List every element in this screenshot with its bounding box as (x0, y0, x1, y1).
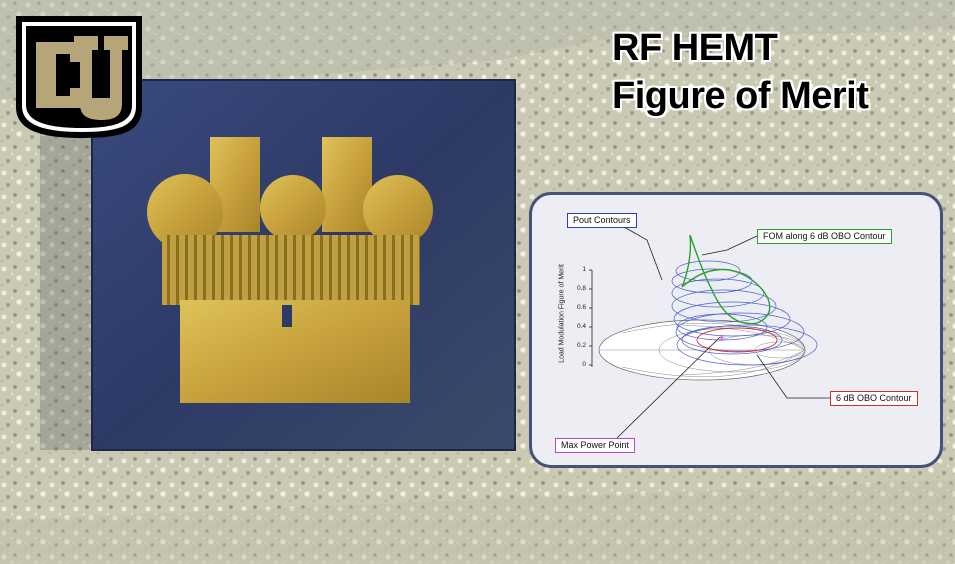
y-tick-label: 1 (582, 266, 586, 273)
y-tick-label: 0 (582, 361, 586, 368)
y-tick-label: 0.6 (576, 304, 586, 311)
y-axis-label: Load Modulation Figure of Merit (558, 264, 566, 363)
fom-plot-inset: ✳ Load Modulation Figure of Merit 1 0.8 … (529, 192, 943, 468)
y-tick-label: 0.8 (576, 285, 586, 292)
fom-3d-plot: ✳ (589, 222, 830, 439)
max-power-point-label: Max Power Point (555, 438, 636, 453)
y-tick-label: 0.2 (576, 342, 586, 349)
pout-contours-label: Pout Contours (567, 213, 637, 228)
svg-text:✳: ✳ (718, 333, 726, 343)
fom-label: FOM along 6 dB OBO Contour (757, 229, 892, 244)
hemt-transistor (147, 137, 433, 403)
y-tick-label: 0.4 (576, 323, 586, 330)
title-line-1: RF HEMT (612, 27, 778, 69)
cu-logo (16, 16, 142, 138)
obo-contour-label: 6 dB OBO Contour (830, 391, 918, 406)
title-line-2: Figure of Merit (612, 75, 869, 117)
